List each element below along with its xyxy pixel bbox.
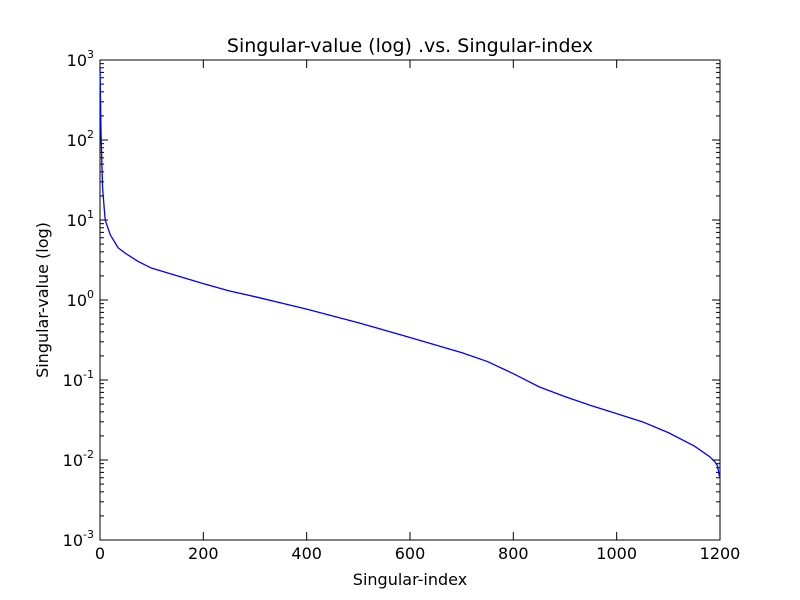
x-tick-label: 0: [95, 544, 105, 563]
x-tick-label: 1200: [700, 544, 741, 563]
y-tick-label: 10-3: [63, 528, 94, 550]
y-tick-label: 10-1: [63, 368, 94, 390]
y-tick-exponent: 1: [87, 208, 94, 221]
x-tick-label: 200: [188, 544, 219, 563]
y-tick-label: 102: [67, 128, 94, 150]
y-tick-label: 10-2: [63, 448, 94, 470]
y-tick-label: 100: [67, 288, 94, 310]
y-tick-base: 10: [63, 371, 83, 390]
y-axis-label: Singular-value (log): [33, 222, 52, 378]
y-tick-base: 10: [67, 131, 87, 150]
y-tick-exponent: 0: [87, 288, 94, 301]
y-tick-exponent: -1: [83, 368, 94, 381]
series-line: [99, 67, 721, 477]
y-tick-exponent: -2: [83, 448, 94, 461]
y-tick-exponent: 2: [87, 128, 94, 141]
series-layer: [99, 67, 721, 477]
y-tick-label: 101: [67, 208, 94, 230]
x-axis-label: Singular-index: [353, 570, 467, 589]
y-tick-base: 10: [67, 211, 87, 230]
y-tick-label: 103: [67, 48, 94, 70]
x-tick-label: 400: [291, 544, 322, 563]
y-tick-exponent: 3: [87, 48, 94, 61]
y-tick-base: 10: [67, 291, 87, 310]
chart-title: Singular-value (log) .vs. Singular-index: [227, 35, 593, 57]
plot-area: 0 200 400 600 800 1000 120010-310-210-11001011…: [63, 48, 741, 563]
x-tick-label: 800: [498, 544, 529, 563]
x-tick-label: 1000: [596, 544, 637, 563]
y-tick-base: 10: [67, 51, 87, 70]
y-tick-base: 10: [63, 531, 83, 550]
y-tick-exponent: -3: [83, 528, 94, 541]
x-tick-label: 600: [395, 544, 426, 563]
y-tick-base: 10: [63, 451, 83, 470]
